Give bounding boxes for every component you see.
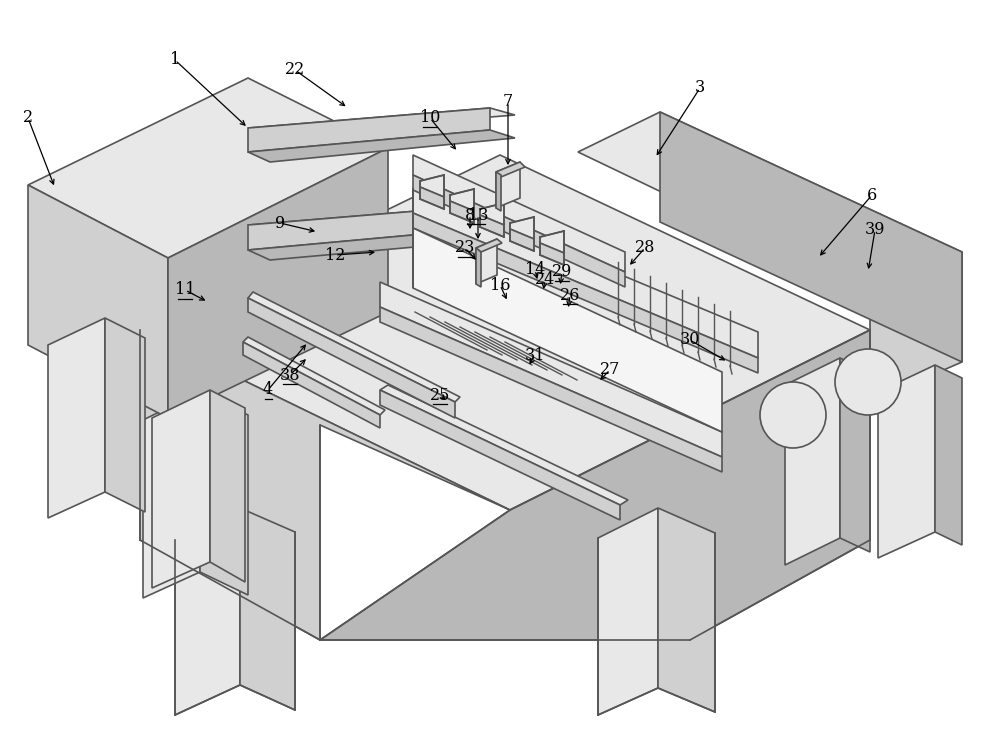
- Text: 39: 39: [865, 222, 885, 238]
- Polygon shape: [578, 112, 962, 292]
- Polygon shape: [243, 342, 380, 428]
- Text: 29: 29: [552, 264, 572, 281]
- Polygon shape: [510, 229, 534, 251]
- Polygon shape: [320, 330, 870, 640]
- Polygon shape: [200, 392, 248, 595]
- Polygon shape: [658, 508, 715, 712]
- Polygon shape: [496, 172, 501, 211]
- Polygon shape: [480, 215, 504, 237]
- Polygon shape: [420, 175, 444, 197]
- Polygon shape: [140, 155, 870, 510]
- Polygon shape: [210, 390, 245, 582]
- Text: 12: 12: [325, 247, 345, 264]
- Polygon shape: [168, 148, 388, 418]
- Text: 1: 1: [170, 52, 180, 69]
- Polygon shape: [240, 508, 295, 710]
- Text: 24: 24: [535, 271, 555, 288]
- Polygon shape: [248, 205, 490, 250]
- Polygon shape: [140, 330, 510, 640]
- Text: 26: 26: [560, 287, 580, 303]
- Polygon shape: [248, 108, 490, 152]
- Polygon shape: [935, 365, 962, 545]
- Polygon shape: [248, 292, 460, 402]
- Text: 38: 38: [280, 367, 300, 383]
- Polygon shape: [28, 78, 388, 258]
- Polygon shape: [48, 318, 105, 518]
- Polygon shape: [413, 188, 758, 358]
- Polygon shape: [380, 385, 628, 505]
- Polygon shape: [413, 175, 625, 287]
- Text: 14: 14: [525, 261, 545, 279]
- Polygon shape: [450, 189, 474, 211]
- Circle shape: [760, 382, 826, 448]
- Polygon shape: [248, 298, 455, 418]
- Polygon shape: [248, 205, 515, 232]
- Circle shape: [835, 349, 901, 415]
- Text: 28: 28: [635, 240, 655, 256]
- Polygon shape: [152, 390, 210, 588]
- Polygon shape: [413, 155, 625, 272]
- Polygon shape: [380, 307, 722, 472]
- Polygon shape: [540, 243, 564, 265]
- Text: 6: 6: [867, 187, 877, 203]
- Polygon shape: [248, 228, 515, 260]
- Polygon shape: [598, 508, 658, 715]
- Polygon shape: [413, 228, 722, 432]
- Polygon shape: [450, 201, 474, 223]
- Text: 16: 16: [490, 276, 510, 294]
- Polygon shape: [510, 217, 534, 239]
- Polygon shape: [785, 358, 840, 565]
- Polygon shape: [480, 203, 504, 225]
- Text: 8: 8: [465, 206, 475, 223]
- Text: 11: 11: [175, 282, 195, 299]
- Polygon shape: [840, 358, 870, 552]
- Polygon shape: [870, 252, 962, 402]
- Polygon shape: [476, 239, 497, 284]
- Text: 4: 4: [263, 382, 273, 398]
- Polygon shape: [496, 162, 520, 208]
- Text: 3: 3: [695, 79, 705, 96]
- Polygon shape: [878, 365, 935, 558]
- Polygon shape: [420, 187, 444, 209]
- Text: 2: 2: [23, 110, 33, 126]
- Text: 9: 9: [275, 214, 285, 232]
- Text: 7: 7: [503, 93, 513, 111]
- Polygon shape: [248, 108, 515, 135]
- Text: 23: 23: [455, 240, 475, 256]
- Text: 22: 22: [285, 61, 305, 78]
- Polygon shape: [540, 231, 564, 253]
- Text: 31: 31: [525, 347, 545, 364]
- Polygon shape: [28, 185, 168, 418]
- Text: 30: 30: [680, 332, 700, 349]
- Polygon shape: [413, 213, 758, 373]
- Polygon shape: [105, 318, 145, 512]
- Text: 13: 13: [468, 206, 488, 223]
- Polygon shape: [175, 508, 240, 715]
- Polygon shape: [476, 239, 502, 252]
- Polygon shape: [660, 112, 962, 362]
- Polygon shape: [476, 248, 481, 287]
- Text: 10: 10: [420, 110, 440, 126]
- Polygon shape: [143, 392, 200, 598]
- Text: 27: 27: [600, 362, 620, 379]
- Polygon shape: [380, 390, 620, 520]
- Polygon shape: [496, 162, 525, 177]
- Polygon shape: [243, 337, 385, 415]
- Polygon shape: [380, 282, 722, 457]
- Polygon shape: [248, 130, 515, 162]
- Text: 25: 25: [430, 386, 450, 403]
